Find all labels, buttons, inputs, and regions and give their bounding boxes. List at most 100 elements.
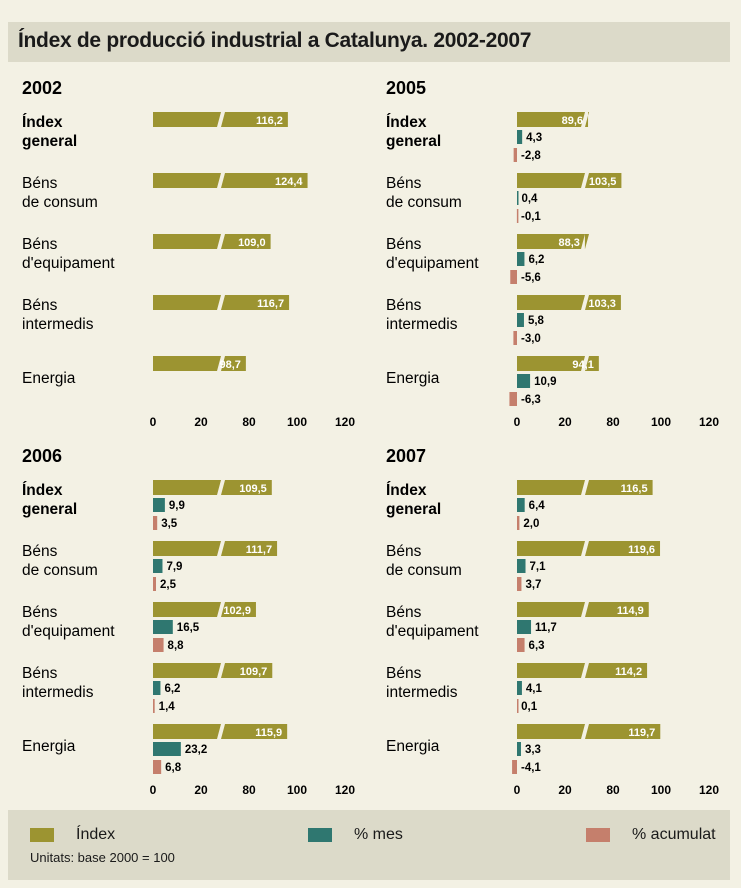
- bar-mes-bens-de-consum: [153, 559, 163, 573]
- bar-index-bens-intermedis: [153, 295, 221, 310]
- bar-acumulat-bens-de-consum: [517, 577, 522, 591]
- value-label-acumulat-bens-intermedis: 0,1: [521, 701, 538, 713]
- value-label-mes-bens-de-consum: 0,4: [521, 193, 538, 205]
- panel-title-2006: 2006: [22, 446, 62, 466]
- category-label-bens-d-equipament: Béns d'equipament: [386, 236, 479, 272]
- value-label-index-bens-intermedis: 109,7: [240, 666, 268, 678]
- tick-label-80: 80: [242, 783, 256, 797]
- value-label-index-bens-d-equipament: 109,0: [238, 237, 266, 249]
- bar-mes-index-general: [153, 498, 165, 512]
- category-label-bens-d-equipament: Béns d'equipament: [386, 604, 479, 640]
- value-label-acumulat-bens-intermedis: -3,0: [521, 333, 541, 345]
- value-label-acumulat-bens-de-consum: 2,5: [160, 579, 177, 591]
- value-label-index-bens-de-consum: 119,6: [628, 544, 655, 556]
- tick-label-120: 120: [699, 415, 719, 429]
- category-label-index-general: Índex general: [386, 482, 441, 518]
- bar-acumulat-energia: [509, 392, 517, 406]
- bar-index-bens-de-consum-b: [221, 173, 308, 188]
- bar-index-bens-de-consum: [517, 541, 585, 556]
- value-label-index-energia: 94,1: [572, 359, 593, 371]
- bar-mes-bens-intermedis: [153, 681, 161, 695]
- value-label-mes-energia: 23,2: [185, 744, 207, 756]
- tick-label-0: 0: [514, 415, 521, 429]
- bar-index-energia: [517, 724, 585, 739]
- panel-title-2002: 2002: [22, 78, 62, 98]
- tick-label-20: 20: [194, 415, 208, 429]
- category-label-bens-intermedis: Béns intermedis: [22, 297, 94, 333]
- value-label-acumulat-index-general: -2,8: [521, 150, 541, 162]
- tick-label-20: 20: [558, 415, 572, 429]
- category-label-index-general: Índex general: [386, 114, 441, 150]
- bar-index-index-general: [153, 112, 221, 127]
- value-label-acumulat-energia: 6,8: [165, 762, 182, 774]
- legend-swatch-month: [308, 828, 332, 842]
- bar-index-energia-b: [221, 724, 288, 739]
- bar-mes-bens-intermedis: [517, 681, 522, 695]
- tick-label-120: 120: [335, 415, 355, 429]
- value-label-acumulat-bens-intermedis: 1,4: [159, 701, 176, 713]
- bar-index-bens-intermedis-b: [585, 663, 648, 678]
- bar-acumulat-index-general: [513, 148, 517, 162]
- bar-acumulat-index-general: [517, 516, 520, 530]
- bar-index-bens-d-equipament: [153, 234, 221, 249]
- bar-mes-index-general: [517, 130, 523, 144]
- legend-swatch-cumulative: [586, 828, 610, 842]
- charts-area: 2002 Índex general 116,2 Béns de consum 124,4 B…: [22, 78, 719, 797]
- value-label-mes-bens-de-consum: 7,1: [530, 561, 547, 573]
- legend-label-cumulative: % acumulat: [632, 826, 716, 843]
- tick-label-80: 80: [606, 415, 620, 429]
- value-label-index-energia: 115,9: [255, 727, 282, 739]
- value-label-index-energia: 98,7: [219, 359, 240, 371]
- bar-mes-bens-d-equipament: [517, 252, 525, 266]
- tick-label-0: 0: [514, 783, 521, 797]
- bar-index-bens-intermedis-b: [221, 663, 273, 678]
- units-note: Unitats: base 2000 = 100: [30, 850, 175, 865]
- value-label-index-bens-de-consum: 111,7: [246, 544, 272, 556]
- chart-panel-2006: 2006 Índex general 109,5 9,9 3,5 Béns de consum…: [22, 446, 355, 797]
- value-label-mes-energia: 3,3: [525, 744, 541, 756]
- value-label-index-bens-intermedis: 103,3: [588, 298, 616, 310]
- bar-index-bens-d-equipament: [517, 234, 585, 249]
- bar-index-bens-intermedis-b: [221, 295, 290, 310]
- category-label-bens-de-consum: Béns de consum: [386, 175, 462, 211]
- value-label-acumulat-index-general: 3,5: [161, 518, 178, 530]
- category-label-energia: Energia: [386, 738, 440, 755]
- value-label-mes-index-general: 9,9: [169, 500, 185, 512]
- tick-label-80: 80: [606, 783, 620, 797]
- value-label-mes-bens-d-equipament: 6,2: [528, 254, 544, 266]
- bar-index-bens-de-consum-b: [585, 541, 661, 556]
- category-label-energia: Energia: [386, 370, 440, 387]
- bar-acumulat-bens-intermedis: [517, 699, 519, 713]
- bar-index-bens-d-equipament-b: [221, 234, 271, 249]
- bar-mes-bens-d-equipament: [517, 620, 532, 634]
- panel-title-2005: 2005: [386, 78, 426, 98]
- value-label-mes-index-general: 6,4: [529, 500, 546, 512]
- tick-label-0: 0: [150, 415, 157, 429]
- bar-index-energia: [153, 356, 221, 371]
- tick-label-0: 0: [150, 783, 157, 797]
- value-label-index-bens-de-consum: 124,4: [275, 176, 303, 188]
- bar-index-energia-b: [585, 356, 599, 371]
- bar-index-index-general-b: [585, 112, 589, 127]
- bar-acumulat-bens-de-consum: [153, 577, 156, 591]
- chart-panel-2005: 2005 Índex general 89,6 4,3 -2,8 Béns de consum…: [386, 78, 719, 429]
- bar-acumulat-energia: [512, 760, 517, 774]
- value-label-mes-bens-intermedis: 5,8: [528, 315, 545, 327]
- value-label-mes-index-general: 4,3: [526, 132, 542, 144]
- value-label-index-bens-intermedis: 116,7: [257, 298, 284, 310]
- value-label-index-index-general: 109,5: [239, 483, 267, 495]
- value-label-acumulat-energia: -6,3: [521, 394, 541, 406]
- value-label-acumulat-bens-d-equipament: 8,8: [168, 640, 185, 652]
- value-label-acumulat-bens-d-equipament: -5,6: [521, 272, 541, 284]
- bar-acumulat-bens-intermedis: [153, 699, 155, 713]
- bar-index-energia-b: [585, 724, 661, 739]
- tick-label-100: 100: [651, 783, 671, 797]
- category-label-bens-intermedis: Béns intermedis: [22, 665, 94, 701]
- tick-label-20: 20: [194, 783, 208, 797]
- bar-index-bens-intermedis: [517, 295, 585, 310]
- value-label-acumulat-energia: -4,1: [521, 762, 541, 774]
- bar-index-bens-de-consum-b: [585, 173, 622, 188]
- category-label-index-general: Índex general: [22, 482, 77, 518]
- bar-index-bens-d-equipament-b: [585, 602, 649, 617]
- bar-index-energia: [517, 356, 585, 371]
